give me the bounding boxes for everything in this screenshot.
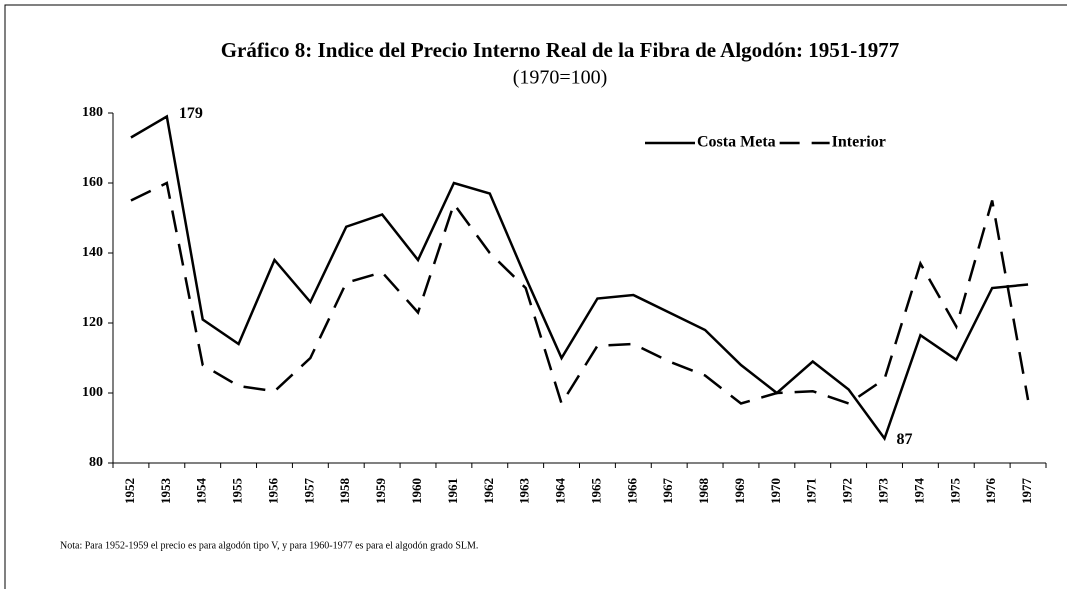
x-tick-label: 1971: [804, 478, 819, 504]
x-tick-label: 1963: [517, 478, 532, 505]
x-tick-label: 1959: [373, 478, 388, 505]
x-tick-label: 1965: [588, 478, 603, 505]
x-tick-label: 1967: [660, 478, 675, 505]
x-tick-label: 1957: [301, 478, 316, 505]
y-tick-label: 100: [82, 385, 103, 400]
series-line: [130, 114, 1029, 442]
x-tick-label: 1970: [768, 478, 783, 504]
x-tick-label: 1972: [840, 478, 855, 504]
annotation: 179: [179, 105, 203, 122]
x-tick-label: 1974: [911, 478, 926, 505]
x-tick-label: 1954: [194, 478, 209, 505]
x-tick-label: 1960: [409, 478, 424, 504]
annotation: 87: [897, 431, 913, 448]
x-tick-label: 1968: [696, 478, 711, 505]
y-tick-label: 160: [82, 175, 103, 190]
x-tick-label: 1962: [481, 478, 496, 504]
legend-label: Interior: [832, 134, 886, 151]
series-line: [130, 181, 1030, 407]
x-tick-label: 1973: [876, 478, 891, 505]
y-tick-label: 80: [89, 455, 103, 470]
x-tick-label: 1952: [122, 478, 137, 504]
x-tick-label: 1955: [230, 478, 245, 505]
y-tick-label: 140: [82, 245, 103, 260]
x-tick-label: 1977: [1019, 478, 1034, 505]
x-tick-label: 1975: [947, 478, 962, 505]
x-tick-label: 1976: [983, 478, 998, 505]
x-tick-label: 1969: [732, 478, 747, 505]
y-tick-label: 180: [82, 105, 103, 120]
legend-label: Costa Meta: [697, 134, 776, 151]
x-tick-label: 1966: [624, 478, 639, 505]
chart-title: Gráfico 8: Indice del Precio Interno Rea…: [221, 38, 900, 62]
note: Nota: Para 1952-1959 el precio es para a…: [60, 540, 478, 551]
x-tick-label: 1958: [337, 478, 352, 505]
x-tick-label: 1964: [553, 478, 568, 505]
x-tick-label: 1953: [158, 478, 173, 505]
y-tick-label: 120: [82, 315, 103, 330]
frame: [4, 4, 1067, 589]
chart-subtitle: (1970=100): [513, 67, 608, 89]
x-tick-label: 1961: [445, 478, 460, 504]
x-tick-label: 1956: [265, 478, 280, 505]
